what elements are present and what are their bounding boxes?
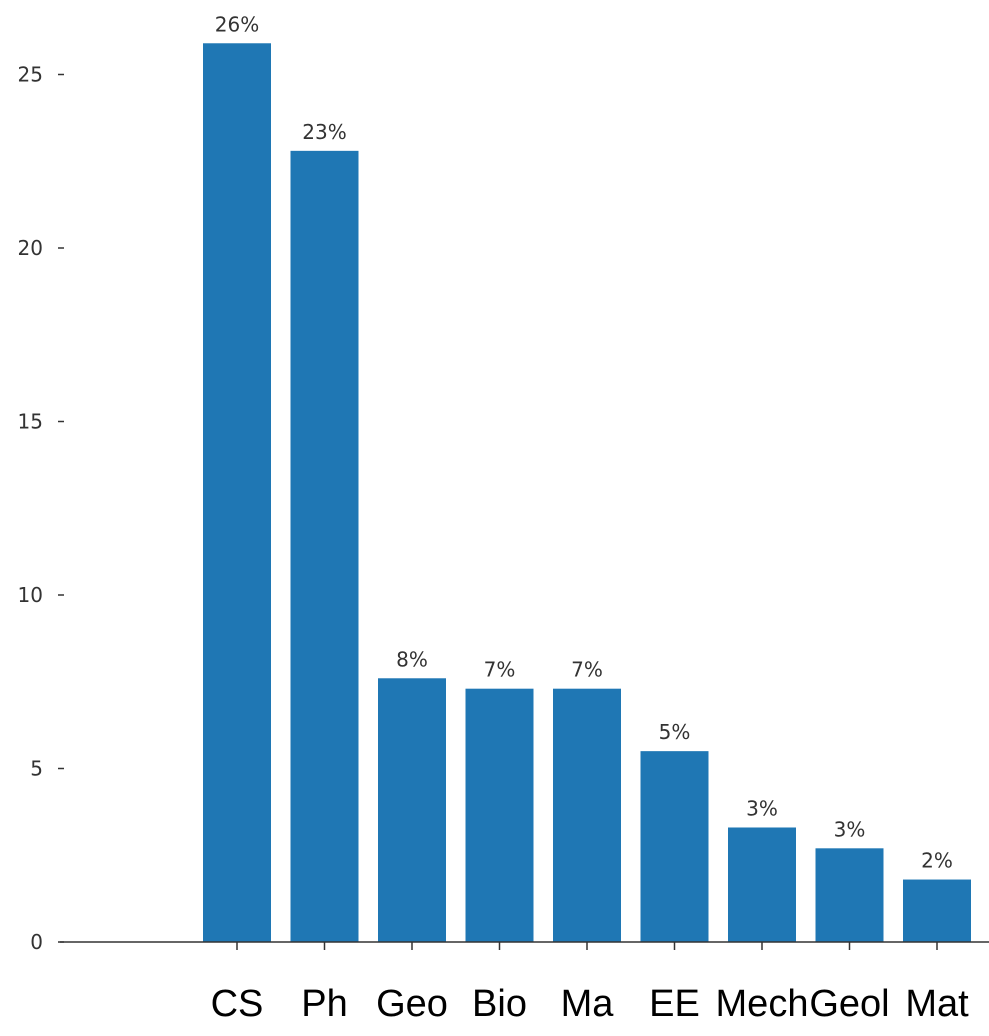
bar-value-label: 26% (215, 12, 259, 36)
x-tick-label: Mech (716, 983, 809, 1025)
bar-value-label: 8% (396, 647, 428, 671)
bar-value-label: 2% (921, 849, 953, 873)
x-tick-label: Mat (905, 983, 969, 1025)
y-tick-label: 5 (30, 757, 43, 781)
bar-value-label: 7% (484, 658, 516, 682)
bar-value-label: 3% (746, 796, 778, 820)
y-tick-label: 20 (18, 236, 43, 260)
x-axis-ticks: CS Ph Geo Bio Ma EE Mech Geol Mat (211, 942, 969, 1025)
bar (553, 688, 621, 942)
y-tick-label: 10 (18, 583, 43, 607)
bar (815, 848, 884, 942)
y-tick-label: 0 (30, 930, 43, 954)
x-tick-label: Ma (561, 983, 615, 1025)
bar-value-label: 23% (302, 120, 346, 144)
bar (640, 751, 709, 942)
data-labels-group: 26% 23% 8% 7% 7% 5% 3% 3% 2% (215, 12, 953, 872)
bar (378, 678, 446, 942)
y-tick-label: 25 (18, 63, 43, 87)
x-tick-label: Bio (472, 983, 527, 1025)
x-tick-label: CS (211, 983, 264, 1025)
x-tick-label: Ph (301, 983, 347, 1025)
bar-value-label: 5% (659, 720, 691, 744)
x-tick-label: EE (649, 983, 700, 1025)
bars-group (203, 43, 971, 943)
x-tick-label: Geo (376, 983, 448, 1025)
y-axis-ticks: 0 5 10 15 20 25 (18, 63, 64, 954)
bar (203, 43, 271, 942)
bar (728, 827, 796, 942)
x-tick-label: Geol (809, 983, 889, 1025)
bar (290, 150, 359, 943)
bar-value-label: 7% (571, 658, 603, 682)
bar (465, 688, 534, 942)
y-tick-label: 15 (18, 410, 43, 434)
bar (903, 879, 971, 942)
bar-value-label: 3% (834, 817, 866, 841)
